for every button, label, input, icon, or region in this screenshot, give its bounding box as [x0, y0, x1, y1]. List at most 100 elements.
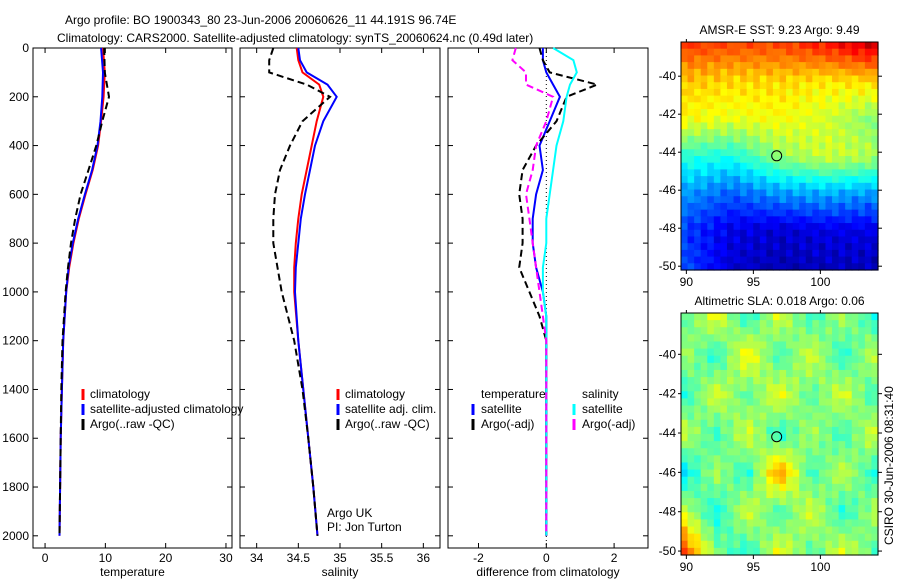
map-cell — [845, 75, 853, 83]
map-cell — [805, 526, 813, 535]
map-cell — [792, 68, 800, 77]
map-cell — [786, 362, 794, 371]
map-cell — [805, 263, 813, 271]
map-cell — [681, 176, 689, 184]
map-cell — [733, 512, 741, 521]
map-cell — [759, 182, 767, 191]
argo-float-marker — [771, 150, 783, 162]
map-cell — [746, 229, 754, 238]
map-cell — [812, 236, 820, 244]
map-cell — [772, 348, 781, 357]
map-cell — [864, 209, 873, 217]
map-cell — [700, 341, 708, 350]
map-cell — [720, 216, 728, 224]
map-cell — [720, 313, 728, 321]
map-cell — [700, 135, 708, 144]
map-cell — [779, 263, 787, 271]
map-cell — [759, 377, 767, 385]
map-cell — [818, 469, 827, 478]
map-cell — [851, 362, 859, 371]
map-cell — [871, 505, 879, 513]
map-cell — [864, 102, 873, 110]
map-cell — [858, 426, 866, 435]
map-cell — [818, 122, 827, 130]
map-cell — [858, 75, 866, 83]
map-cell — [687, 434, 695, 442]
map-cell — [772, 42, 781, 50]
map-cell — [799, 109, 807, 117]
map-cell — [733, 149, 741, 157]
map-cell — [753, 88, 761, 97]
map-cell — [700, 462, 708, 471]
map-cell — [805, 426, 813, 435]
map-cell — [871, 122, 879, 130]
map-cell — [746, 142, 754, 150]
map-cell — [759, 526, 767, 535]
map-cell — [759, 236, 767, 244]
axes-box — [32, 47, 233, 549]
map-cell — [733, 355, 741, 364]
map-cell — [799, 263, 807, 271]
map-cell — [726, 505, 735, 513]
map-cell — [818, 369, 827, 378]
map-cell — [858, 355, 866, 364]
map-cell — [726, 377, 735, 385]
map-cell — [812, 412, 820, 421]
map-cell — [818, 462, 827, 471]
map-cell — [864, 68, 873, 77]
map-cell — [832, 109, 840, 117]
map-cell — [707, 369, 715, 378]
series-line-salinity-argo-adj- — [511, 47, 555, 536]
map-cell — [799, 355, 807, 364]
map-cell — [753, 426, 761, 435]
map-cell — [779, 223, 787, 231]
map-cell — [753, 355, 761, 364]
map-cell — [713, 135, 721, 144]
map-cell — [687, 95, 695, 103]
map-cell — [726, 533, 735, 542]
map-cell — [681, 95, 689, 103]
map-cell — [694, 505, 702, 513]
map-cell — [864, 540, 873, 549]
map-cell — [792, 490, 800, 499]
map-cell — [812, 455, 820, 464]
map-cell — [713, 398, 721, 407]
map-cell — [871, 42, 879, 50]
map-cell — [766, 412, 774, 421]
map-cell — [812, 426, 820, 435]
map-cell — [858, 398, 866, 407]
map-cell — [740, 426, 748, 435]
map-cell — [753, 483, 761, 492]
map-cell — [759, 469, 767, 478]
map-cell — [759, 202, 767, 211]
map-cell — [786, 490, 794, 499]
map-cell — [694, 483, 702, 492]
map-cell — [753, 243, 761, 251]
map-cell — [740, 129, 748, 137]
map-cell — [832, 162, 840, 171]
map-cell — [838, 476, 846, 485]
map-cell — [681, 483, 689, 492]
map-cell — [766, 48, 774, 57]
map-cell — [707, 189, 715, 197]
map-cell — [772, 135, 781, 144]
map-cell — [858, 469, 866, 478]
map-cell — [845, 398, 853, 407]
map-cell — [799, 62, 807, 70]
map-cell — [832, 75, 840, 83]
map-cell — [851, 419, 859, 428]
map-cell — [779, 441, 787, 449]
map-cell — [832, 533, 840, 542]
map-cell — [812, 334, 820, 343]
map-cell — [772, 512, 781, 521]
map-cell — [871, 95, 879, 103]
map-cell — [740, 313, 748, 321]
y-tick-label: 1400 — [2, 382, 29, 396]
map-cell — [700, 405, 708, 414]
map-cell — [818, 256, 827, 264]
map-cell — [713, 156, 721, 164]
map-cell — [740, 441, 748, 449]
map-cell — [864, 249, 873, 258]
y-tick-label: -50 — [659, 259, 677, 273]
map-cell — [746, 149, 754, 157]
